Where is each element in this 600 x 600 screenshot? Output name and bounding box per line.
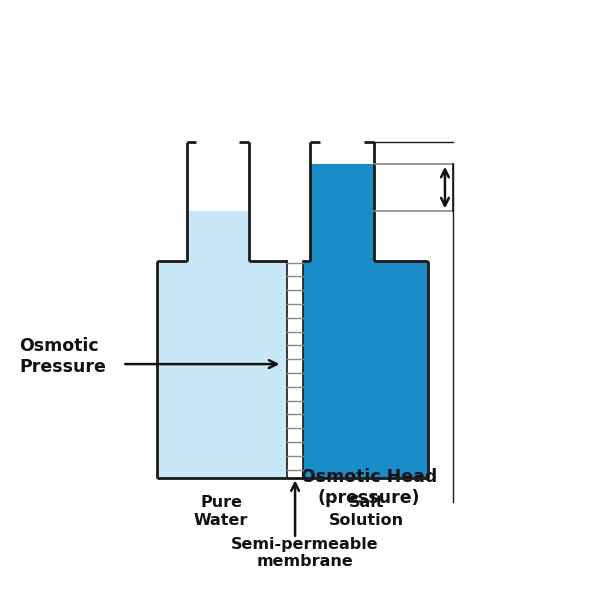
Bar bbox=[310, 164, 374, 260]
Text: Semi-permeable
membrane: Semi-permeable membrane bbox=[231, 536, 379, 569]
Text: Salt
Solution: Salt Solution bbox=[329, 495, 404, 527]
Text: Osmotic Head
(pressure): Osmotic Head (pressure) bbox=[301, 468, 437, 507]
Bar bbox=[157, 260, 287, 478]
Text: Osmotic
Pressure: Osmotic Pressure bbox=[19, 337, 106, 376]
Bar bbox=[187, 211, 249, 260]
Bar bbox=[303, 260, 428, 478]
Text: Pure
Water: Pure Water bbox=[194, 495, 248, 527]
Bar bbox=[287, 260, 303, 478]
